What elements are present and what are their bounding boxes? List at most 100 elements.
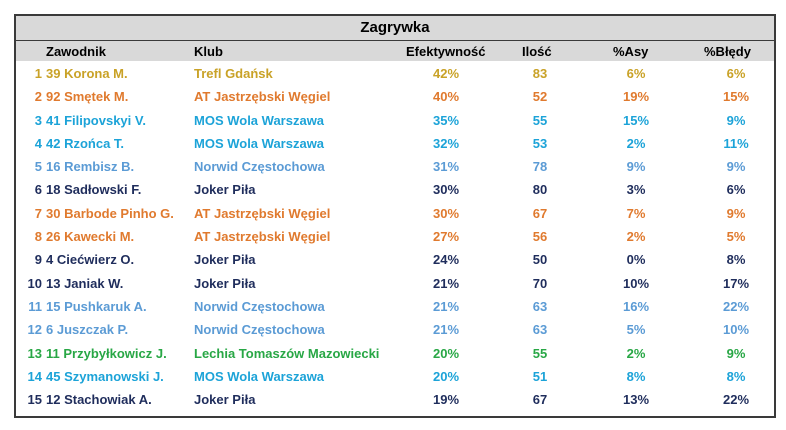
player-name: 41 Filipovskyi V. <box>46 112 146 128</box>
aces-value: 9% <box>626 159 646 175</box>
count-value: 52 <box>532 89 548 105</box>
count-value: 51 <box>532 368 548 384</box>
header-errors: %Błędy <box>704 44 751 59</box>
efficiency-value: 27% <box>432 229 460 245</box>
errors-value: 6% <box>726 182 746 198</box>
player-name: 6 Juszczak P. <box>46 322 129 338</box>
count-value: 63 <box>532 298 548 314</box>
count-value: 56 <box>532 229 548 245</box>
player-name: 42 Rzońca T. <box>46 135 125 151</box>
count-value: 50 <box>532 252 548 268</box>
table-row: 15 12 Stachowiak A. Joker Piła 19% 67 13% 22% <box>16 388 774 411</box>
aces-value: 13% <box>622 392 650 408</box>
club-name: Joker Piła <box>194 182 256 198</box>
header-club: Klub <box>194 44 223 59</box>
player-name: 4 Ciećwierz O. <box>46 252 135 268</box>
header-count: Ilość <box>522 44 552 59</box>
aces-value: 5% <box>626 322 646 338</box>
table-row: 3 41 Filipovskyi V. MOS Wola Warszawa 35% 55… <box>16 109 774 132</box>
player-name: 16 Rembisz B. <box>46 159 135 175</box>
errors-value: 22% <box>722 392 750 408</box>
row-number: 4 <box>34 135 42 151</box>
club-name: AT Jastrzębski Węgiel <box>194 229 331 245</box>
player-name: 30 Barbode Pinho G. <box>46 205 174 221</box>
errors-value: 9% <box>726 345 746 361</box>
efficiency-value: 30% <box>432 205 460 221</box>
errors-value: 5% <box>726 229 746 245</box>
header-aces: %Asy <box>613 44 649 59</box>
count-value: 53 <box>532 135 548 151</box>
table-row: 11 15 Pushkaruk A. Norwid Częstochowa 21% 63… <box>16 295 774 318</box>
row-number: 11 <box>28 298 42 314</box>
row-number: 6 <box>34 182 42 198</box>
row-number: 8 <box>34 229 42 245</box>
efficiency-value: 20% <box>432 345 460 361</box>
count-value: 83 <box>532 66 548 81</box>
player-name: 39 Korona M. <box>46 66 128 81</box>
table-row: 2 92 Smętek M. AT Jastrzębski Węgiel 40% 52 1… <box>16 85 774 108</box>
table-row: 12 6 Juszczak P. Norwid Częstochowa 21% 63 5%… <box>16 318 774 341</box>
club-name: Norwid Częstochowa <box>194 298 325 314</box>
aces-value: 8% <box>626 368 646 384</box>
club-name: Norwid Częstochowa <box>194 159 325 175</box>
aces-value: 2% <box>626 229 646 245</box>
row-number: 1 <box>34 66 42 81</box>
efficiency-value: 31% <box>432 159 460 175</box>
club-name: MOS Wola Warszawa <box>194 112 325 128</box>
table-row: 6 18 Sadłowski F. Joker Piła 30% 80 3% 6% <box>16 178 774 201</box>
count-value: 67 <box>532 205 548 221</box>
efficiency-value: 42% <box>432 66 460 81</box>
stats-table: Zagrywka Zawodnik Klub Efektywność Ilość… <box>14 14 776 418</box>
errors-value: 17% <box>722 275 750 291</box>
table-row: 14 45 Szymanowski J. MOS Wola Warszawa 20% 5… <box>16 365 774 388</box>
efficiency-value: 30% <box>432 182 460 198</box>
efficiency-value: 21% <box>432 298 460 314</box>
aces-value: 19% <box>622 89 650 105</box>
player-name: 18 Sadłowski F. <box>46 182 142 198</box>
errors-value: 22% <box>722 298 750 314</box>
player-name: 11 Przybyłkowicz J. <box>46 345 167 361</box>
header-efficiency: Efektywność <box>406 44 486 59</box>
count-value: 70 <box>532 275 548 291</box>
count-value: 67 <box>532 392 548 408</box>
efficiency-value: 32% <box>432 135 460 151</box>
errors-value: 6% <box>726 66 746 81</box>
efficiency-value: 24% <box>432 252 460 268</box>
club-name: Trefl Gdańsk <box>194 66 273 81</box>
club-name: Lechia Tomaszów Mazowiecki <box>194 345 380 361</box>
count-value: 63 <box>532 322 548 338</box>
errors-value: 9% <box>726 159 746 175</box>
errors-value: 8% <box>726 368 746 384</box>
player-name: 15 Pushkaruk A. <box>46 298 147 314</box>
row-number: 14 <box>27 368 42 384</box>
table-row: 4 42 Rzońca T. MOS Wola Warszawa 32% 53 2% 11% <box>16 132 774 155</box>
row-number: 13 <box>27 345 42 361</box>
efficiency-value: 40% <box>432 89 460 105</box>
count-value: 80 <box>532 182 548 198</box>
errors-value: 9% <box>726 205 746 221</box>
aces-value: 2% <box>626 345 646 361</box>
row-number: 9 <box>34 252 42 268</box>
errors-value: 9% <box>726 112 746 128</box>
efficiency-value: 20% <box>432 368 460 384</box>
aces-value: 2% <box>626 135 646 151</box>
club-name: MOS Wola Warszawa <box>194 368 325 384</box>
row-number: 7 <box>34 205 42 221</box>
count-value: 55 <box>532 112 548 128</box>
club-name: MOS Wola Warszawa <box>194 135 325 151</box>
player-name: 92 Smętek M. <box>46 89 129 105</box>
club-name: AT Jastrzębski Węgiel <box>194 89 331 105</box>
club-name: Norwid Częstochowa <box>194 322 325 338</box>
row-number: 15 <box>27 392 42 408</box>
errors-value: 15% <box>722 89 750 105</box>
aces-value: 16% <box>622 298 650 314</box>
row-number: 5 <box>34 159 42 175</box>
table-row: 5 16 Rembisz B. Norwid Częstochowa 31% 78 9% 9… <box>16 155 774 178</box>
table-title: Zagrywka <box>16 16 774 41</box>
aces-value: 15% <box>622 112 650 128</box>
efficiency-value: 35% <box>432 112 460 128</box>
table-row: 13 11 Przybyłkowicz J. Lechia Tomaszów Maz… <box>16 342 774 365</box>
table-row: 1 39 Korona M. Trefl Gdańsk 42% 83 6% 6% <box>16 62 774 85</box>
errors-value: 11% <box>723 135 749 151</box>
